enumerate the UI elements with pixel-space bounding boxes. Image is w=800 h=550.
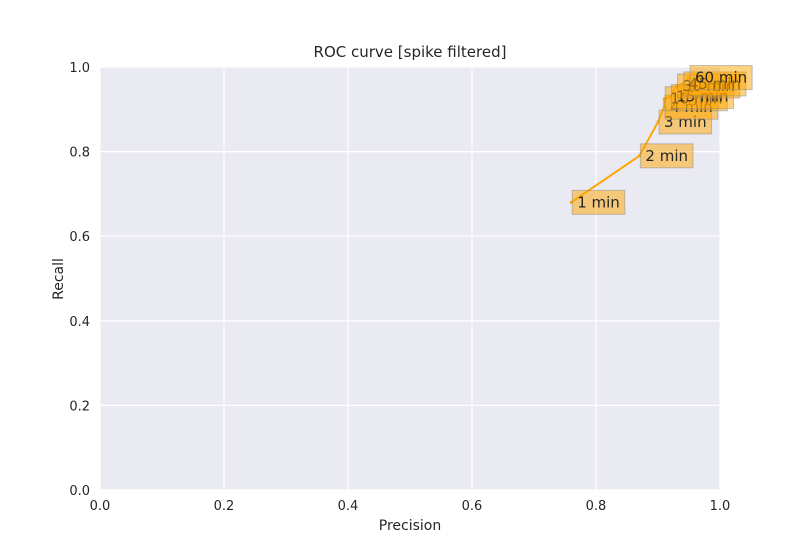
x-tick-label: 0.8 [586,499,607,514]
x-axis-label: Precision [379,518,441,534]
y-tick-label: 0.0 [69,484,90,499]
y-tick-label: 0.8 [69,146,90,161]
x-tick-label: 1.0 [710,499,731,514]
annotation-label: 2 min [645,147,688,165]
y-axis-label: Recall [51,258,67,300]
x-tick-labels: 0.0 0.2 0.4 0.6 0.8 1.0 [90,499,731,514]
x-tick-label: 0.6 [462,499,483,514]
y-tick-label: 0.4 [69,315,90,330]
point-annotation: 1 min [571,189,626,215]
annotation-label: 60 min [695,69,747,87]
y-tick-label: 1.0 [69,61,90,76]
grid-lines [99,66,721,491]
annotation-box [571,189,626,215]
x-tick-label: 0.0 [90,499,111,514]
y-tick-label: 0.6 [69,230,90,245]
chart-title: ROC curve [spike filtered] [314,43,507,61]
annotation-box [689,65,753,91]
annotation-label: 1 min [577,193,620,211]
plot-area [100,67,720,490]
x-tick-label: 0.4 [338,499,359,514]
y-tick-labels: 0.0 0.2 0.4 0.6 0.8 1.0 [69,61,90,499]
y-tick-label: 0.2 [69,399,90,414]
annotation-box [639,143,694,169]
x-tick-label: 0.2 [214,499,235,514]
point-annotation: 60 min [689,65,753,91]
point-annotation: 2 min [639,143,694,169]
